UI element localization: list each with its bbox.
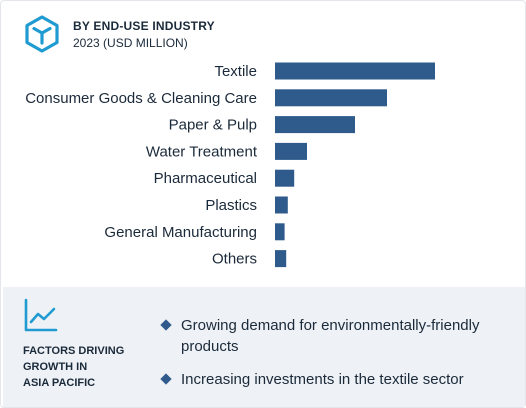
factors-title-line: GROWTH IN xyxy=(23,361,88,373)
trend-line-icon xyxy=(24,298,58,332)
factor-item: Growing demand for environmentally-frien… xyxy=(160,315,511,357)
category-label: Textile xyxy=(214,63,257,80)
bar xyxy=(275,62,435,80)
bar-chart: Textile Consumer Goods & Cleaning Care Pap… xyxy=(25,62,435,268)
factor-list: Growing demand for environmentally-frien… xyxy=(160,315,511,402)
growth-factors-panel: FACTORS DRIVING GROWTH IN ASIA PACIFIC G… xyxy=(3,287,525,407)
category-label: Plastics xyxy=(205,197,257,214)
diamond-bullet-icon xyxy=(160,319,172,331)
category-label: Pharmaceutical xyxy=(154,170,257,187)
category-label: General Manufacturing xyxy=(104,224,257,241)
bar xyxy=(275,169,295,187)
bar xyxy=(275,250,287,268)
factors-title: FACTORS DRIVING GROWTH IN ASIA PACIFIC xyxy=(23,343,143,391)
bar xyxy=(275,223,285,241)
bar xyxy=(275,196,288,214)
chart-title: BY END-USE INDUSTRY xyxy=(73,19,215,33)
category-label: Others xyxy=(212,251,257,268)
factors-title-line: ASIA PACIFIC xyxy=(23,377,96,389)
bar xyxy=(275,116,355,134)
bar xyxy=(275,142,307,160)
chart-subtitle: 2023 (USD MILLION) xyxy=(73,36,188,50)
bar xyxy=(275,89,387,107)
category-label: Consumer Goods & Cleaning Care xyxy=(25,90,257,107)
diamond-bullet-icon xyxy=(160,373,172,385)
factors-title-line: FACTORS DRIVING xyxy=(23,345,125,357)
category-label: Water Treatment xyxy=(146,143,258,160)
chart-header: BY END-USE INDUSTRY 2023 (USD MILLION) xyxy=(23,15,503,55)
category-label: Paper & Pulp xyxy=(169,117,257,134)
hexagon-cube-logo-icon xyxy=(25,15,59,53)
factor-text: Growing demand for environmentally-frien… xyxy=(181,317,480,355)
factor-item: Increasing investments in the textile se… xyxy=(160,369,511,390)
factor-text: Increasing investments in the textile se… xyxy=(181,371,464,388)
